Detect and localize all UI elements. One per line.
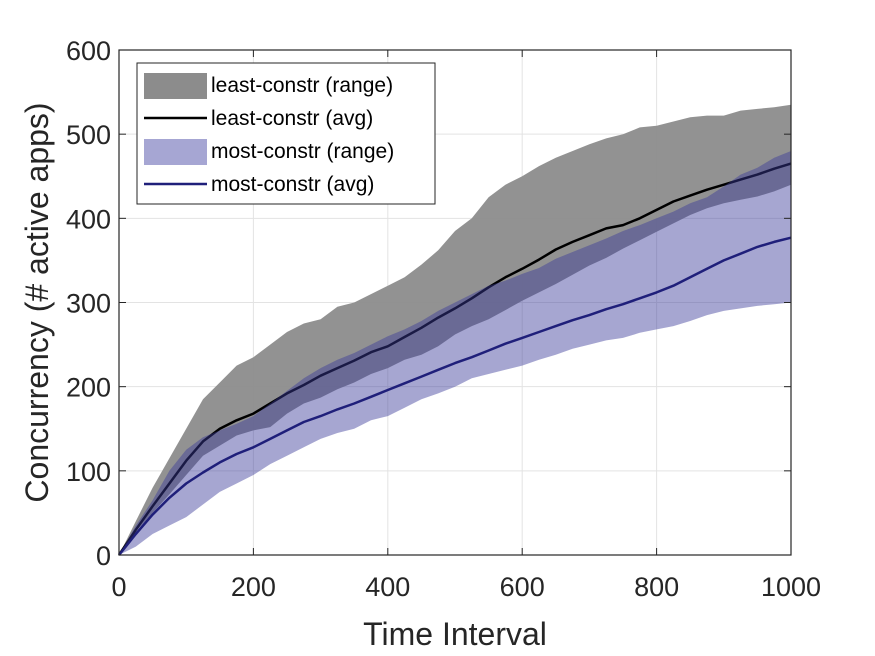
y-tick-label: 300 <box>66 289 111 319</box>
series-band-0 <box>119 104 791 555</box>
y-tick-label: 400 <box>66 204 111 234</box>
y-tick-label: 0 <box>96 541 111 571</box>
legend-swatch-patch <box>144 73 207 99</box>
y-tick-label: 500 <box>66 120 111 150</box>
legend-label: least-constr (avg) <box>211 107 373 130</box>
ticks: 0 200 400 600 800 1000 0 100 200 300 400 500 600 <box>66 36 821 602</box>
series-line-1 <box>117 162 792 556</box>
legend: least-constr (range) least-constr (avg) mo… <box>136 62 436 205</box>
y-tick-label: 200 <box>66 373 111 403</box>
y-tick-label: 600 <box>66 36 111 66</box>
x-tick-label: 200 <box>231 572 276 602</box>
x-tick-label: 0 <box>111 572 126 602</box>
y-tick-label: 100 <box>66 457 111 487</box>
x-tick-label: 800 <box>634 572 679 602</box>
legend-label: least-constr (range) <box>211 74 393 97</box>
series-line-3 <box>118 236 792 556</box>
x-tick-label: 600 <box>500 572 545 602</box>
legend-label: most-constr (avg) <box>211 173 374 196</box>
x-tick-label: 1000 <box>761 572 821 602</box>
series-band-2 <box>119 151 791 555</box>
legend-label: most-constr (range) <box>211 140 394 163</box>
y-axis-label: Concurrency (# active apps) <box>19 102 55 502</box>
x-axis-label: Time Interval <box>363 616 547 652</box>
series-layer <box>117 104 792 556</box>
x-tick-label: 400 <box>365 572 410 602</box>
legend-swatch-patch <box>144 139 207 165</box>
